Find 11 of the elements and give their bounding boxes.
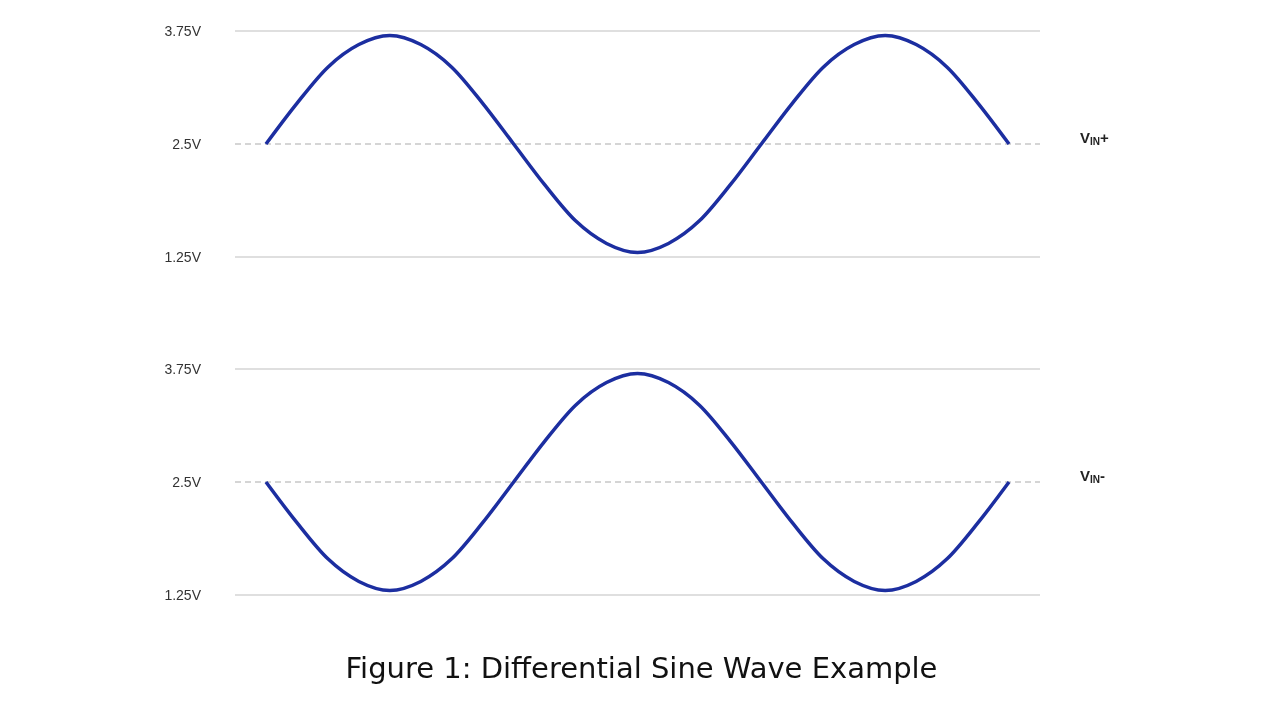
y-tick-label: 2.5V xyxy=(172,473,202,490)
caption: Figure 1: Differential Sine Wave Example xyxy=(345,651,938,685)
line-series xyxy=(264,33,1011,255)
y-tick-label: 1.25V xyxy=(164,586,202,603)
y-tick-label: 2.5V xyxy=(172,135,202,152)
line-series xyxy=(264,371,1011,593)
y-tick-label: 1.25V xyxy=(164,248,202,265)
ref-line-label: V$_{IN}$+ xyxy=(1080,128,1110,147)
ref-line-label: V$_{IN}$- xyxy=(1080,466,1106,485)
y-tick-label: 3.75V xyxy=(164,360,202,377)
y-tick-label: 3.75V xyxy=(164,22,202,39)
